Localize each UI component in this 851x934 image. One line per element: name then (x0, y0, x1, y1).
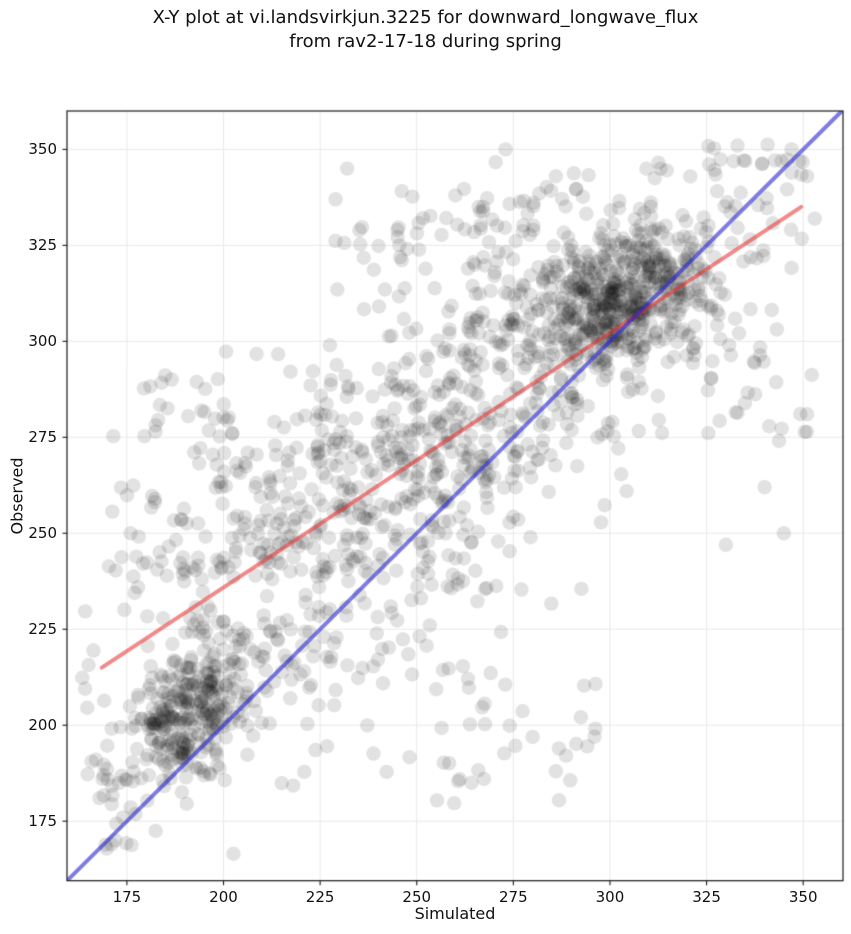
x-tick-label: 300 (595, 888, 625, 906)
y-tick-label: 350 (28, 140, 57, 159)
y-tick-label: 175 (28, 812, 57, 831)
y-tick-label: 325 (28, 236, 57, 255)
y-tick-label: 225 (28, 620, 57, 639)
plot-title: X-Y plot at vi.landsvirkjun.3225 for dow… (152, 7, 699, 52)
y-tick-label: 200 (28, 716, 57, 735)
x-tick-label: 225 (305, 888, 335, 906)
x-tick-label: 325 (692, 888, 721, 906)
y-axis-label: Observed (7, 457, 27, 535)
x-axis-label: Simulated (414, 904, 496, 923)
x-tick-label: 200 (209, 888, 238, 906)
x-tick-label: 250 (402, 888, 432, 906)
y-tick-label: 250 (28, 524, 57, 543)
x-tick-label: 175 (112, 888, 142, 906)
y-tick-label: 300 (28, 332, 57, 351)
y-tick-label: 275 (28, 428, 57, 447)
x-tick-label: 275 (499, 888, 528, 906)
x-tick-label: 350 (788, 888, 818, 906)
